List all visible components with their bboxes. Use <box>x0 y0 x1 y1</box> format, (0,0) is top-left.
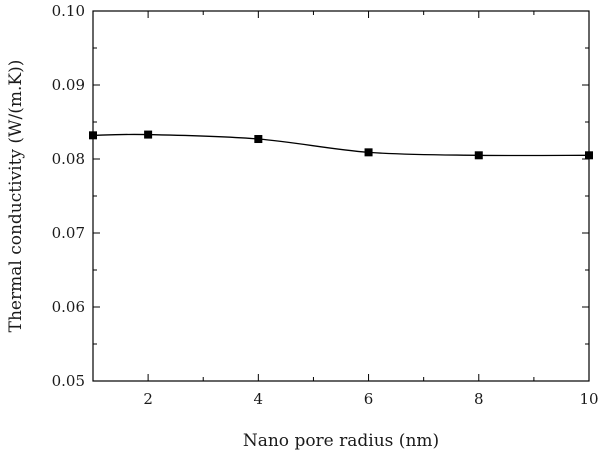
data-point <box>89 131 97 140</box>
x-tick-label: 8 <box>474 390 484 408</box>
ticks-group <box>93 10 590 382</box>
x-tick-label: 2 <box>143 390 153 408</box>
series-group <box>89 130 593 160</box>
y-tick-label: 0.10 <box>52 2 85 20</box>
y-tick-label: 0.07 <box>52 224 85 242</box>
data-point <box>364 148 373 157</box>
y-tick-label: 0.09 <box>52 76 85 94</box>
x-tick-label: 10 <box>579 390 598 408</box>
x-axis-label: Nano pore radius (nm) <box>243 431 439 451</box>
y-tick-label: 0.06 <box>52 298 85 316</box>
series-line <box>92 133 590 157</box>
data-point <box>254 135 263 144</box>
plot-frame <box>92 10 590 382</box>
data-point <box>474 151 483 160</box>
y-axis-label: Thermal conductivity (W/(m.K)) <box>6 60 26 333</box>
tick-labels-group: 0.05 0.06 0.07 0.08 0.09 0.10 2 4 6 8 10 <box>52 2 599 408</box>
x-tick-label: 4 <box>254 390 264 408</box>
data-point <box>585 151 593 160</box>
data-point <box>144 130 153 139</box>
y-tick-label: 0.05 <box>52 372 85 390</box>
y-tick-label: 0.08 <box>52 150 85 168</box>
x-tick-label: 6 <box>364 390 374 408</box>
